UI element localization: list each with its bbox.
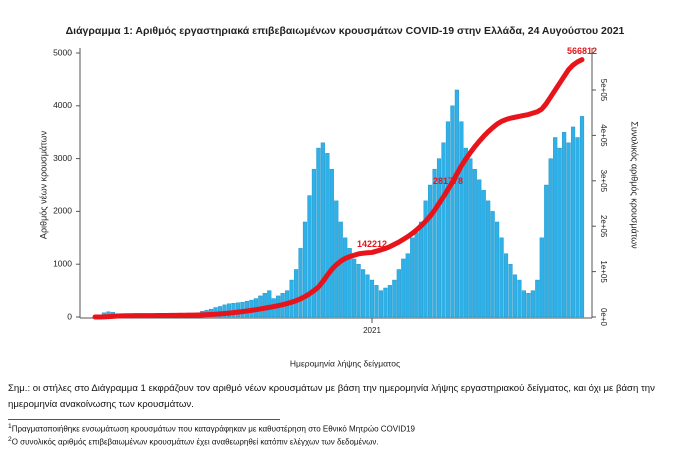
bar — [378, 290, 384, 318]
bar — [486, 200, 491, 318]
bar — [396, 269, 401, 318]
bar — [441, 142, 446, 318]
bar — [356, 264, 361, 318]
bar — [298, 248, 303, 318]
bar — [490, 211, 495, 318]
y2-tick-label: 4e+05 — [599, 124, 608, 147]
bar — [307, 195, 312, 318]
bar — [436, 158, 442, 318]
bar — [535, 279, 540, 318]
x-tick-label: 2021 — [363, 326, 381, 335]
bar — [365, 274, 370, 318]
y-tick-label: 0 — [67, 311, 72, 321]
bar — [544, 184, 549, 318]
y-tick-label: 3000 — [53, 153, 72, 163]
bar — [410, 237, 415, 318]
y2-axis-title: Συνολικός αριθμός κρουσμάτων — [630, 121, 640, 249]
bar — [575, 137, 580, 318]
bar — [338, 221, 343, 318]
y-axis-title: Αριθμός νέων κρουσμάτων — [38, 130, 48, 239]
y-tick-label: 4000 — [53, 100, 72, 110]
x-axis-title: Ημερομηνία λήψης δείγματος — [290, 358, 400, 368]
bar — [503, 253, 509, 318]
footnote-text: Ο συνολικός αριθμός επιβεβαιωμένων κρουσ… — [11, 437, 379, 447]
footnote-marker: 1 — [8, 423, 12, 430]
bar — [419, 221, 424, 318]
bar — [539, 237, 544, 318]
y2-tick-label: 3e+05 — [599, 170, 608, 193]
bar — [562, 131, 567, 318]
bar — [267, 290, 272, 318]
bar — [343, 237, 348, 318]
bar — [423, 200, 428, 318]
bar — [293, 269, 299, 318]
bar — [316, 147, 321, 318]
annotation: 281778 — [433, 176, 463, 186]
annotation: 566812 — [567, 46, 597, 56]
bar — [508, 264, 513, 318]
y2-tick-label: 2e+05 — [599, 215, 608, 238]
y2-tick-label: 5e+05 — [599, 79, 608, 102]
bar — [445, 121, 451, 318]
bar — [521, 290, 526, 318]
bar — [325, 153, 330, 318]
separator — [8, 419, 280, 420]
bar — [579, 116, 585, 318]
bar — [566, 142, 571, 318]
bar — [499, 237, 504, 318]
bar — [450, 105, 455, 318]
bar — [570, 126, 576, 318]
bar — [459, 121, 464, 318]
bar — [517, 279, 522, 318]
bar — [414, 232, 419, 318]
bar — [495, 221, 500, 318]
bar — [347, 248, 352, 318]
bar — [548, 158, 553, 318]
bar — [401, 258, 406, 318]
bar — [526, 293, 531, 318]
chart: Διάγραμμα 1: Αριθμός εργαστηριακά επιβεβ… — [38, 25, 640, 368]
annotation: 142212 — [357, 239, 387, 249]
bar — [481, 190, 486, 318]
footnote-marker: 2 — [8, 436, 12, 443]
chart-title: Διάγραμμα 1: Αριθμός εργαστηριακά επιβεβ… — [66, 25, 625, 37]
bar — [428, 184, 433, 318]
bar — [320, 142, 325, 318]
bar — [432, 168, 437, 318]
y-tick-label: 1000 — [53, 258, 72, 268]
bar — [360, 269, 366, 318]
bar — [463, 147, 468, 318]
bar — [311, 168, 317, 318]
bar — [302, 221, 308, 318]
bar — [262, 293, 267, 318]
footnote-text: Πραγματοποιήθηκε ενσωμάτωση κρουσμάτων π… — [11, 424, 415, 434]
bar — [530, 290, 535, 318]
bar — [553, 137, 558, 318]
y2-tick-label: 0e+0 — [599, 308, 608, 327]
bar — [352, 258, 357, 318]
y-tick-label: 5000 — [53, 47, 72, 57]
bar — [383, 287, 388, 318]
footnote: 2Ο συνολικός αριθμός επιβεβαιωμένων κρου… — [8, 436, 379, 447]
bar — [512, 274, 518, 318]
note: Σημ.: οι στήλες στο Διάγραμμα 1 εκφράζου… — [8, 383, 655, 410]
bar — [387, 285, 392, 318]
y2-tick-label: 1e+05 — [599, 260, 608, 283]
bar — [477, 179, 482, 318]
bar — [557, 147, 562, 318]
bar — [374, 285, 379, 318]
bar — [392, 279, 397, 318]
bar — [334, 200, 339, 318]
footnote: 1Πραγματοποιήθηκε ενσωμάτωση κρουσμάτων … — [8, 423, 415, 434]
cumulative-line — [92, 57, 585, 320]
y-tick-label: 2000 — [53, 206, 72, 216]
bar — [468, 158, 473, 318]
bar — [329, 168, 334, 318]
bar — [472, 168, 477, 318]
bar — [405, 253, 410, 318]
bar — [289, 279, 294, 318]
bar — [369, 279, 375, 318]
bar — [454, 89, 459, 318]
